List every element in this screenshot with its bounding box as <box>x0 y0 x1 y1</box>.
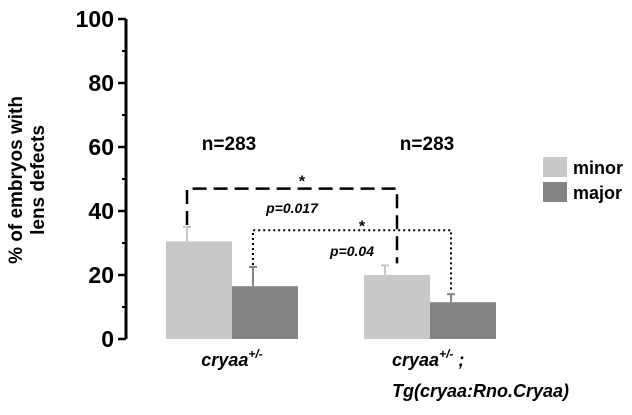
y-axis-label-line: lens defects <box>28 125 49 235</box>
x-category-superscript: +/- <box>439 347 453 361</box>
significance-star: * <box>299 174 306 191</box>
significance-star: * <box>359 218 366 235</box>
x-category-base: cryaa <box>201 350 248 370</box>
significance-bracket <box>185 187 399 264</box>
y-axis: 0 20 40 60 80 100 % of embryos withlens defect… <box>6 6 128 352</box>
y-tick-label: 100 <box>76 6 114 32</box>
x-category-suffix: ; <box>453 350 464 370</box>
y-tick-label: 0 <box>101 326 114 352</box>
p-value-label: p=0.017 <box>265 200 319 216</box>
legend: minor major <box>543 157 623 203</box>
y-tick-label: 60 <box>88 134 114 160</box>
x-axis-labels: cryaa+/- cryaa+/- ;Tg(cryaa:Rno.Cryaa) <box>201 347 569 401</box>
y-tick-label: 20 <box>88 262 114 288</box>
p-value-label: p=0.04 <box>329 243 374 259</box>
bar-minor <box>166 241 232 339</box>
bar-major <box>430 302 496 339</box>
x-category-label: cryaa+/- <box>201 347 262 370</box>
bar-major <box>232 286 298 339</box>
legend-label-major: major <box>573 183 622 203</box>
y-axis-label-line: % of embryos with <box>6 96 27 264</box>
x-category-label-line2: Tg(cryaa:Rno.Cryaa) <box>392 381 569 401</box>
y-axis-label: % of embryos withlens defects <box>6 96 49 264</box>
legend-swatch-minor <box>543 157 567 177</box>
x-category-base: cryaa <box>392 350 439 370</box>
y-tick-label: 40 <box>88 198 114 224</box>
legend-label-minor: minor <box>573 158 623 178</box>
x-category-superscript: +/- <box>248 347 262 361</box>
x-category-label: cryaa+/- ; <box>392 347 464 370</box>
n-label: n=283 <box>202 134 256 155</box>
bar-minor <box>364 275 430 339</box>
y-tick-label: 80 <box>88 70 114 96</box>
significance-annotations: * p=0.017 * p=0.04 <box>185 174 452 293</box>
n-label: n=283 <box>400 134 454 155</box>
legend-swatch-major <box>543 182 567 202</box>
bars: n=283 n=283 <box>166 134 496 339</box>
